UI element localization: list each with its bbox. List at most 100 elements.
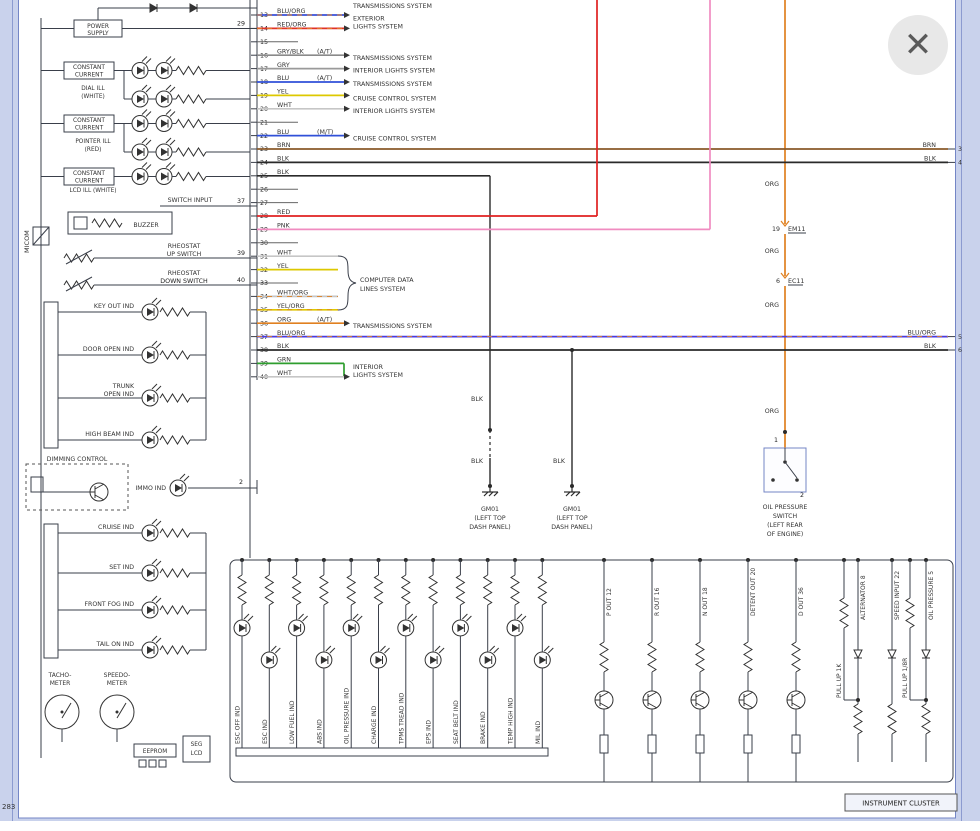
wire-end-label: BLK	[924, 343, 937, 350]
wire-color-label: BLK	[471, 396, 484, 403]
pin-color: WHT	[277, 102, 292, 109]
speedo-label: METER	[107, 680, 128, 687]
system-label: TRANSMISSIONS SYSTEM	[352, 55, 432, 62]
input-label: SPEED INPUT 22	[894, 571, 901, 620]
constant-current-label: CURRENT	[75, 179, 104, 185]
system-label: LIGHTS SYSTEM	[353, 23, 403, 30]
warning-lamp-label: ABS IND	[316, 719, 323, 744]
ground-caption: (LEFT TOP	[556, 515, 588, 522]
power-supply-label: POWER	[87, 24, 109, 30]
arrow-icon	[344, 12, 350, 18]
pin-color: YEL	[276, 263, 289, 270]
left-pin-number: 40	[237, 277, 245, 284]
dimming-control-label: DIMMING CONTROL	[47, 456, 108, 463]
pin-color: WHT/ORG	[277, 290, 308, 297]
warning-lamp-label: OIL PRESSURE IND	[344, 688, 351, 744]
ground-caption: GM01	[481, 506, 499, 513]
arrow-icon	[344, 25, 350, 32]
pin-color: BLK	[277, 343, 290, 350]
wire-end-label: BRN	[923, 142, 937, 149]
computer-data-brace: COMPUTER DATA LINES SYSTEM	[337, 255, 414, 311]
left-pin-number: 39	[237, 250, 245, 257]
input-label: ALTERNATOR 8	[860, 575, 867, 620]
warning-lamp-label: BRAKE IND	[480, 711, 487, 744]
bottom-section	[229, 559, 954, 783]
dial-ill-label: DIAL ILL	[81, 86, 105, 92]
arrow-icon	[344, 92, 350, 99]
pin-color: YEL/ORG	[276, 303, 305, 310]
pin-color: RED	[277, 209, 290, 216]
connector-label: EM11	[788, 226, 805, 233]
warning-lamp-label: EPS IND	[426, 720, 433, 744]
title-box: INSTRUMENT CLUSTER	[844, 793, 958, 812]
arrow-icon	[344, 132, 350, 139]
output-label: P OUT 12	[606, 588, 613, 616]
constant-current-label: CURRENT	[75, 126, 104, 132]
tacho-label: TACHO-	[48, 672, 72, 679]
indicator-label: TAIL ON IND	[96, 641, 135, 648]
immo-ind-label: IMMO IND	[135, 485, 166, 492]
warning-lamp-label: LOW FUEL IND	[289, 700, 296, 744]
system-label: TRANSMISSIONS SYSTEM	[352, 323, 432, 330]
tacho-label: METER	[50, 680, 71, 687]
pin-color: GRN	[277, 357, 291, 364]
pin-color: BLU	[277, 129, 290, 136]
indicator-label: CRUISE IND	[98, 524, 134, 531]
warning-lamp-label: CHARGE IND	[371, 705, 378, 744]
oil-pressure-circuit: ORG 19 EM11 ORG 6 EC11 ORG ORG 1 2 OIL P…	[763, 0, 807, 538]
wire-end-label: BLK	[924, 155, 937, 162]
indicator-label: OPEN IND	[104, 391, 135, 398]
indicator-label: SET IND	[109, 564, 134, 571]
warning-lamp-label: MIL IND	[535, 721, 542, 744]
indicator-label: KEY OUT IND	[94, 303, 134, 310]
page-number: 283	[2, 803, 16, 811]
micom-label: MICOM	[23, 230, 31, 253]
computer-data-label: LINES SYSTEM	[360, 286, 405, 293]
left-pin-number: 29	[237, 21, 245, 28]
pin-note: (A/T)	[317, 48, 332, 55]
wire-color-label: BLK	[471, 458, 484, 465]
pin-number: 26	[260, 186, 268, 193]
switch-caption: SWITCH	[773, 513, 798, 520]
warning-lamp-label: ESC OFF IND	[235, 706, 242, 744]
pin-note: (A/T)	[317, 75, 332, 82]
left-pin-number: 37	[237, 198, 245, 205]
diagram-title: INSTRUMENT CLUSTER	[862, 800, 940, 808]
connector-label: EC11	[788, 278, 804, 285]
seg-lcd-label: SEG	[191, 742, 203, 748]
switch-input-label: SWITCH INPUT	[168, 197, 213, 204]
close-button[interactable]: ✕	[888, 15, 948, 75]
pin-number: 30	[260, 240, 268, 247]
constant-current-label: CONSTANT	[73, 65, 105, 71]
pin-color: BLU/ORG	[277, 330, 306, 337]
connector-pin: 6	[776, 278, 780, 285]
system-label: EXTERIOR	[353, 15, 385, 22]
warning-lamp-label: SEAT BELT IND	[453, 700, 460, 744]
arrow-icon	[344, 52, 350, 59]
indicator-label: TRUNK	[112, 383, 135, 390]
pin-color: BRN	[277, 142, 291, 149]
arrow-icon	[344, 320, 350, 327]
input-label: OIL PRESSURE 5	[928, 571, 935, 620]
ground-caption: DASH PANEL)	[469, 524, 510, 531]
system-label: INTERIOR	[353, 364, 384, 371]
indicator-label: FRONT FOG IND	[84, 601, 134, 608]
system-label: CRUISE CONTROL SYSTEM	[353, 136, 436, 143]
pin-color: BLU	[277, 75, 290, 82]
lcd-ill-label: LCD ILL (WHITE)	[69, 188, 116, 194]
pin-number: 27	[260, 200, 268, 207]
system-label: TRANSMISSIONS SYSTEM	[352, 81, 432, 88]
micom-block: MICOM POWER SUPPLY 29 DIAL ILL (WHITE) P…	[23, 0, 258, 768]
speedo-label: SPEEDO-	[104, 672, 131, 679]
seg-lcd-label: LCD	[191, 751, 203, 757]
ground-circuits: BLK BLK BLK GM01 (LEFT TOP DASH PANEL) G…	[469, 348, 593, 531]
arrow-icon	[344, 79, 350, 85]
system-label: TRANSMISSIONS SYSTEM	[352, 3, 432, 10]
wire-color-label: ORG	[765, 408, 779, 415]
switch-pin-number: 1	[774, 437, 778, 444]
wire-color-label: ORG	[765, 302, 779, 309]
indicator-label: DOOR OPEN IND	[83, 346, 134, 353]
output-label: N OUT 18	[702, 587, 709, 616]
output-label: D OUT 36	[798, 587, 805, 616]
